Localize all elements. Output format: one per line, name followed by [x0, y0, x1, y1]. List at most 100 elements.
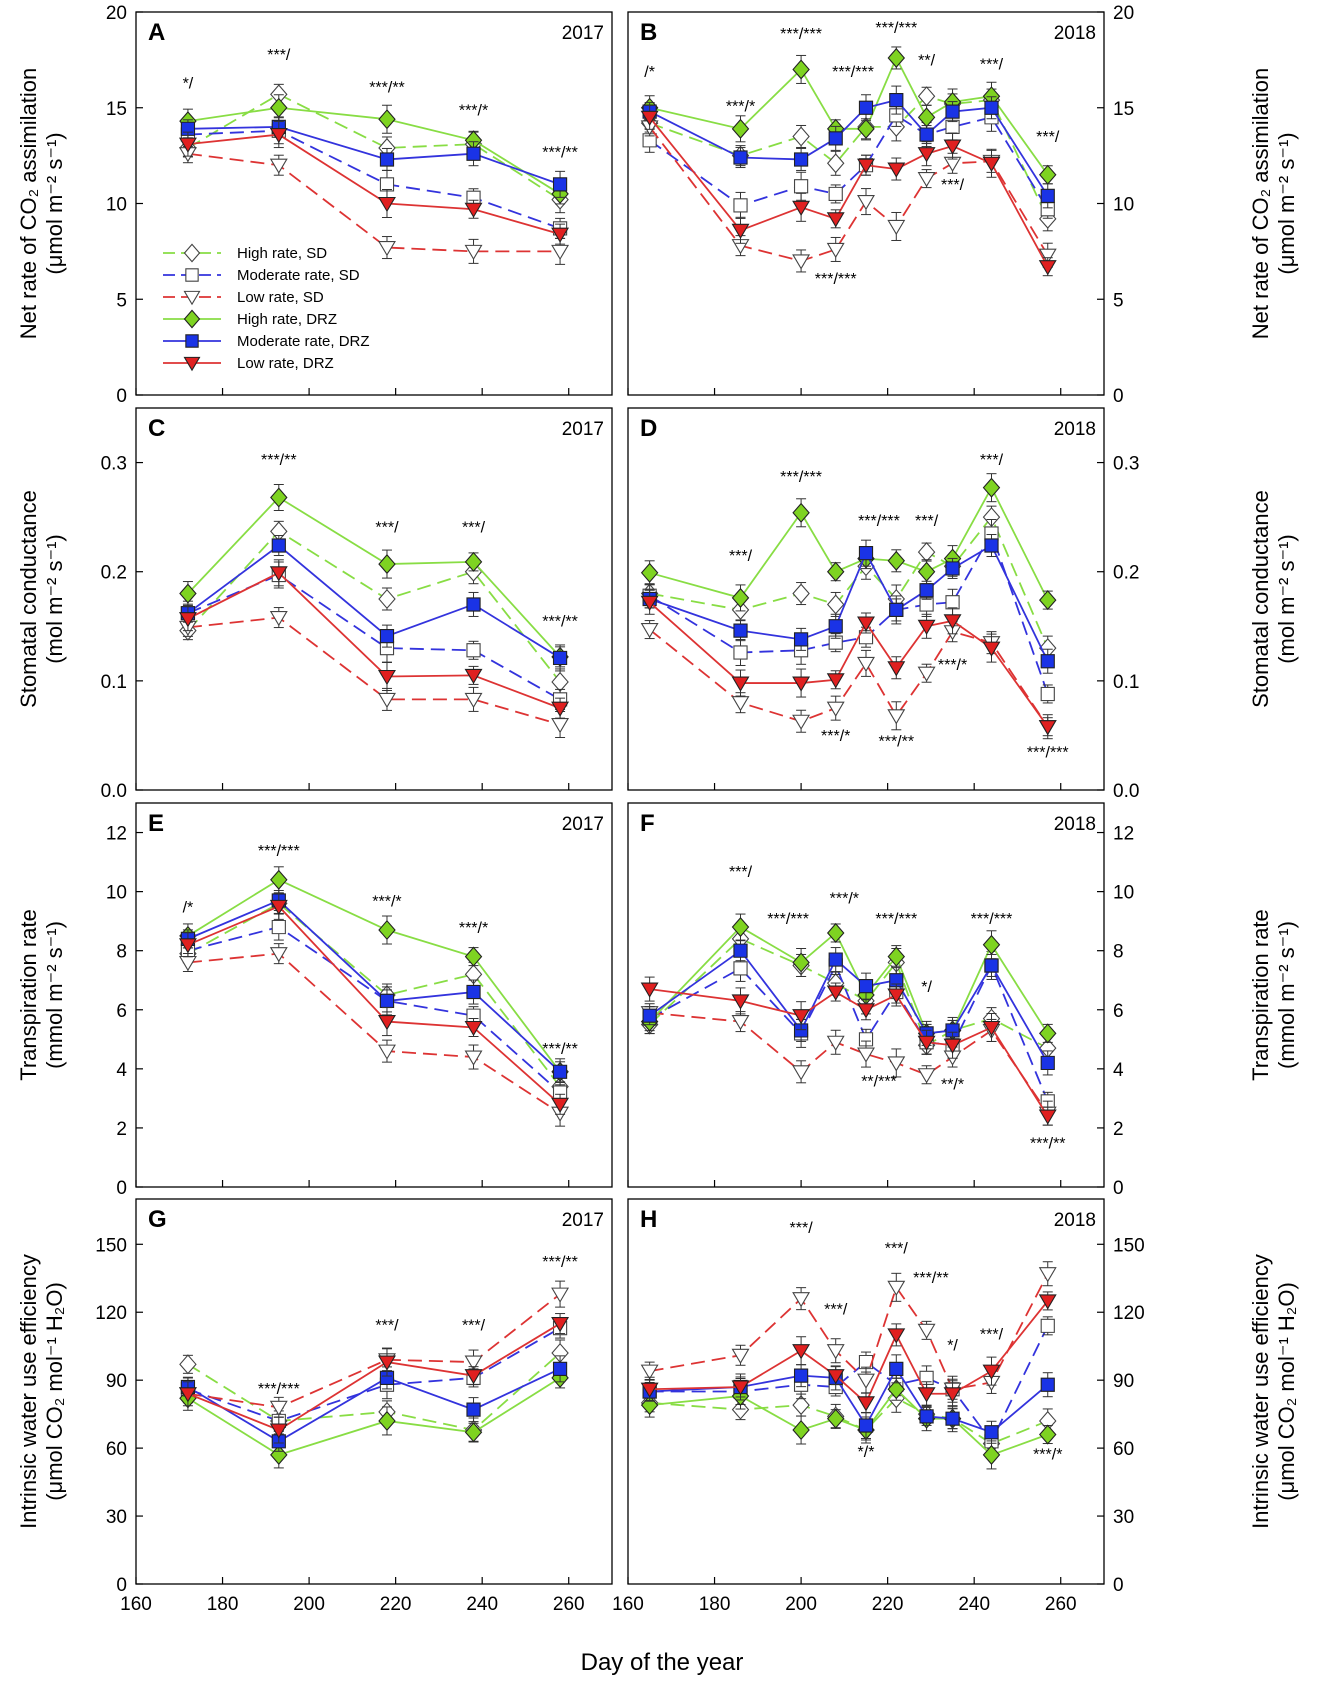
data-point	[733, 645, 748, 660]
series-line	[187, 616, 561, 726]
data-point	[179, 1354, 197, 1375]
legend-label: Low rate, DRZ	[237, 355, 334, 372]
data-point	[464, 668, 483, 685]
significance-label: */*	[858, 1444, 875, 1461]
data-point	[792, 1009, 811, 1025]
series-line	[187, 125, 561, 186]
data-point	[731, 696, 750, 712]
data-point	[793, 1368, 809, 1383]
data-point	[379, 1370, 395, 1386]
significance-label: ***/	[375, 1317, 399, 1334]
legend-marker	[185, 268, 199, 282]
series-line	[649, 55, 1049, 176]
series-line	[648, 116, 1049, 268]
series-line	[648, 925, 1049, 1035]
data-point	[731, 917, 750, 938]
data-point	[826, 701, 845, 717]
significance-label: ***/	[790, 1220, 814, 1237]
data-point	[919, 127, 934, 142]
significance-label: ***/**	[913, 1270, 949, 1287]
data-point	[1040, 1318, 1055, 1333]
data-point	[857, 1396, 875, 1412]
y-axis-unit: (μmol CO₂ mol⁻¹ H₂O)	[1274, 1282, 1299, 1501]
significance-label: ***/***	[780, 26, 822, 43]
data-point	[826, 561, 845, 582]
data-point	[270, 1444, 288, 1465]
series-line	[649, 531, 1049, 695]
series-low-rate-sd	[178, 943, 570, 1127]
data-point	[640, 110, 659, 127]
series-line	[187, 926, 561, 1094]
data-point	[464, 244, 483, 261]
data-point	[945, 1023, 960, 1038]
legend-label: High rate, SD	[237, 245, 327, 262]
panel-frame	[135, 407, 613, 791]
series-line	[649, 1273, 1049, 1391]
x-tick-label: 220	[380, 1594, 412, 1615]
data-point	[179, 583, 197, 604]
series-line	[187, 129, 561, 230]
panel-frame	[135, 1198, 613, 1585]
data-point	[945, 119, 960, 135]
y-axis-label: Stomatal conductance	[1248, 490, 1273, 708]
data-point	[917, 666, 936, 682]
data-point	[887, 1056, 906, 1072]
data-point	[269, 947, 288, 963]
data-point	[551, 1317, 570, 1333]
data-point	[917, 1068, 936, 1084]
data-point	[551, 701, 570, 717]
data-point	[731, 994, 750, 1010]
x-tick-label: 160	[120, 1594, 152, 1615]
data-point	[857, 158, 875, 174]
significance-label: ***/	[980, 1326, 1004, 1343]
panel-year: 2017	[562, 814, 604, 835]
data-point	[378, 919, 396, 941]
legend-item: Low rate, SD	[163, 289, 324, 306]
data-point	[1038, 720, 1057, 736]
data-point	[889, 602, 904, 618]
data-point	[858, 1354, 874, 1370]
data-point	[945, 561, 960, 576]
data-point	[793, 1023, 809, 1038]
series-moderate-rate-drz	[642, 940, 1055, 1076]
y-tick-label: 4	[116, 1060, 127, 1081]
data-point	[826, 242, 845, 259]
significance-label: ***/	[915, 513, 939, 530]
data-point	[551, 1097, 570, 1113]
data-point	[792, 254, 811, 270]
series-low-rate-drz	[640, 976, 1057, 1126]
data-point	[917, 561, 936, 582]
data-point	[464, 1050, 483, 1066]
data-point	[982, 156, 1001, 172]
series-low-rate-drz	[640, 104, 1057, 277]
y-tick-label: 30	[106, 1507, 127, 1528]
data-point	[792, 1419, 810, 1441]
data-point	[828, 952, 843, 967]
panel-frame	[135, 11, 613, 396]
significance-label: ***/	[941, 177, 965, 194]
y-tick-label: 15	[106, 99, 127, 120]
data-point	[731, 1399, 750, 1420]
series-line	[649, 114, 1049, 210]
y-tick-label: 0	[116, 1178, 127, 1199]
legend-item: Low rate, DRZ	[163, 355, 334, 372]
data-point	[792, 952, 810, 973]
series-line	[649, 988, 1049, 1117]
y-tick-label: 0.3	[1113, 454, 1139, 475]
y-tick-label: 0.0	[1113, 781, 1139, 802]
data-point	[464, 1355, 483, 1371]
y-tick-label: 0.1	[1113, 672, 1139, 693]
y-tick-label: 0.2	[1113, 563, 1139, 584]
significance-label: ***/***	[971, 911, 1013, 928]
series-moderate-rate-drz	[180, 889, 568, 1086]
significance-label: ***/**	[542, 1254, 578, 1271]
series-line	[187, 902, 561, 1088]
data-point	[378, 669, 396, 686]
panel-g: 0 30 60 90 120 150 160 180 200 220 240 260 Intrinsic…	[16, 1198, 613, 1615]
significance-label: */	[947, 1338, 958, 1355]
legend-marker	[183, 243, 201, 263]
data-point	[271, 538, 286, 553]
legend-label: Moderate rate, SD	[237, 267, 360, 284]
x-tick-label: 180	[207, 1594, 239, 1615]
data-point	[917, 172, 936, 188]
